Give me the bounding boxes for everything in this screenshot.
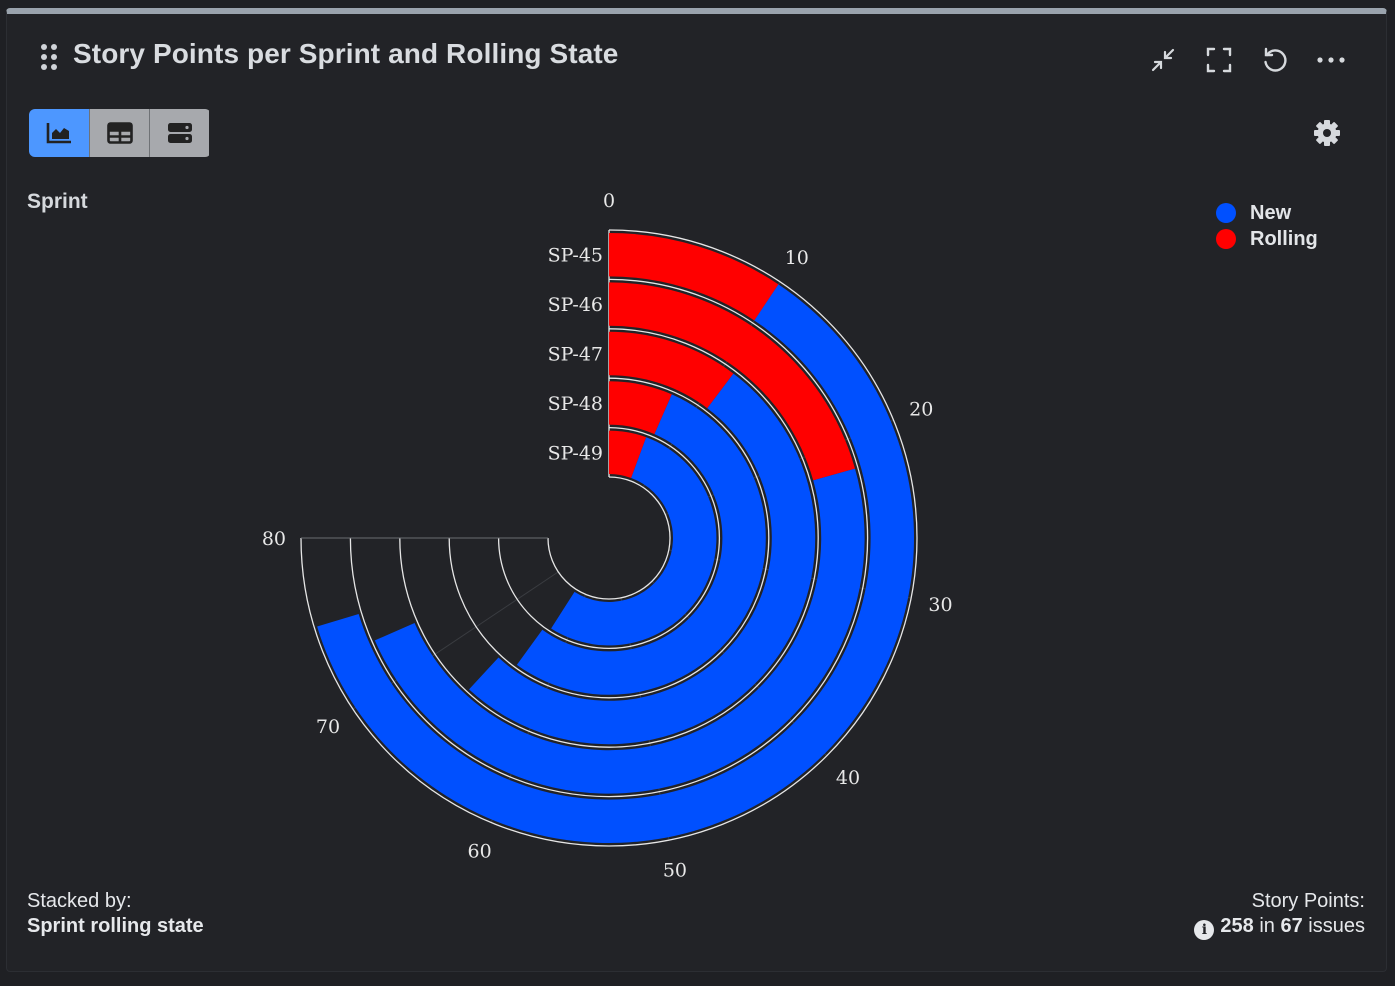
view-toggle (29, 109, 211, 157)
list-view-button[interactable] (149, 109, 209, 157)
angular-tick-label: 80 (262, 528, 286, 550)
category-label-sp-45: SP-45 (548, 245, 603, 267)
stacked-by-label: Stacked by: (27, 890, 132, 912)
legend-item-new[interactable]: New (1216, 200, 1318, 226)
bar-rolling-sp-45 (609, 233, 779, 321)
bar-rolling-sp-49 (609, 430, 647, 478)
story-points-summary: Story Points: i 258 in 67 issues (1194, 889, 1365, 940)
chart-view-button[interactable] (29, 109, 89, 157)
panel-title: Story Points per Sprint and Rolling Stat… (73, 38, 619, 69)
legend-item-rolling[interactable]: Rolling (1216, 226, 1318, 252)
radial-gridline (448, 377, 770, 699)
radial-gridline (300, 229, 918, 847)
bar-new-sp-47 (469, 373, 816, 745)
angular-tick-label: 70 (316, 716, 340, 738)
gear-icon[interactable] (1313, 119, 1341, 147)
legend-label-new: New (1250, 201, 1292, 224)
issue-count: 67 (1280, 915, 1303, 937)
collapse-icon[interactable] (1147, 44, 1179, 76)
radial-gridline (349, 278, 869, 798)
category-label-sp-49: SP-49 (548, 442, 603, 464)
angular-tick-label: 60 (468, 840, 492, 862)
stacked-by-value: Sprint rolling state (27, 915, 204, 937)
fullscreen-icon[interactable] (1203, 44, 1235, 76)
angular-tick-label: 50 (663, 860, 687, 882)
y-axis-title: Sprint (27, 190, 88, 213)
legend-marker-rolling (1216, 229, 1236, 249)
angular-tick-label: 20 (909, 399, 933, 421)
bar-new-sp-46 (374, 468, 865, 794)
bar-new-sp-49 (551, 437, 717, 646)
angular-tick-label: 0 (603, 190, 615, 212)
category-label-sp-47: SP-47 (548, 344, 603, 366)
table-view-icon (106, 122, 133, 144)
bar-rolling-sp-46 (609, 282, 856, 481)
refresh-icon[interactable] (1259, 44, 1291, 76)
radial-gridline (547, 476, 671, 600)
legend: New Rolling (1216, 200, 1318, 252)
radial-gridline (497, 426, 721, 650)
stacked-by-info: Stacked by: Sprint rolling state (27, 889, 204, 939)
issues-text: issues (1308, 915, 1365, 937)
angular-tick-label: 40 (836, 767, 860, 789)
legend-marker-new (1216, 203, 1236, 223)
total-points: 258 (1220, 915, 1254, 937)
info-icon[interactable]: i (1194, 920, 1215, 940)
bar-rolling-sp-47 (609, 331, 734, 409)
category-label-sp-48: SP-48 (548, 393, 603, 415)
bar-new-sp-48 (516, 394, 766, 695)
angular-tick-label: 30 (928, 594, 952, 616)
radial-gridline (399, 328, 819, 748)
table-view-button[interactable] (89, 109, 149, 157)
more-icon[interactable] (1315, 44, 1347, 76)
in-text: in (1259, 915, 1275, 937)
bar-rolling-sp-48 (609, 381, 672, 435)
category-label-sp-46: SP-46 (548, 294, 603, 316)
list-view-icon (167, 123, 192, 143)
chart-view-icon (46, 123, 71, 144)
story-points-label: Story Points: (1251, 890, 1365, 912)
angular-tick-label: 10 (785, 247, 809, 269)
story-points-totals: i 258 in 67 issues (1194, 914, 1365, 940)
drag-handle-icon[interactable] (41, 44, 59, 74)
legend-label-rolling: Rolling (1250, 227, 1318, 250)
